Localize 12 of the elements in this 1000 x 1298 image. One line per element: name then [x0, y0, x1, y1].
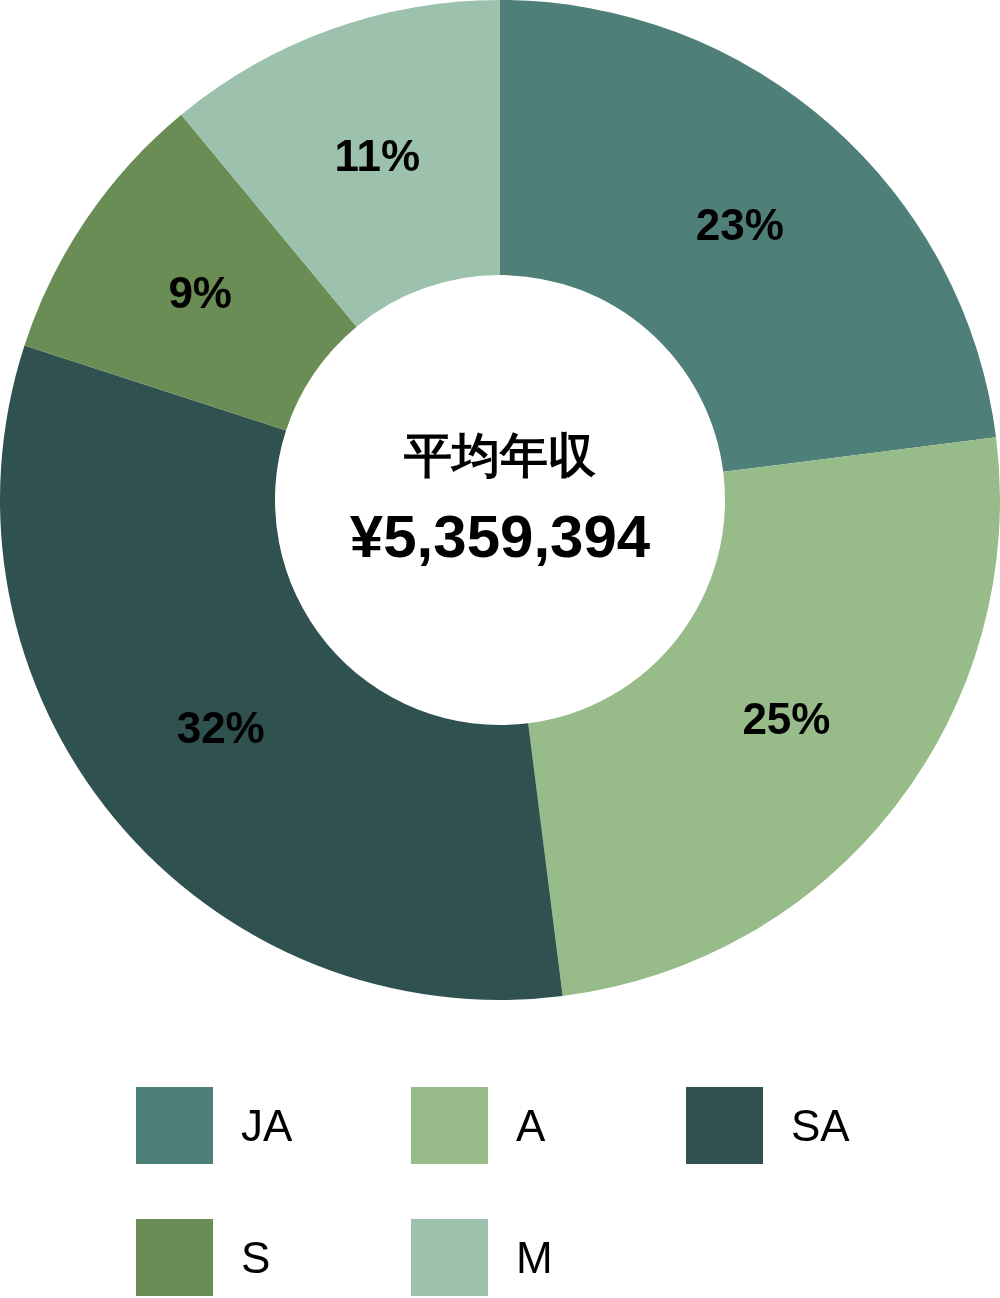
text: ¥5,359,394	[349, 502, 651, 570]
legend-label: M	[516, 1232, 553, 1283]
text: 平均年収	[403, 427, 597, 484]
data-label: 11%	[334, 131, 421, 181]
legend-label: SA	[791, 1100, 850, 1151]
legend-label: A	[516, 1100, 546, 1151]
data-label: 9%	[168, 268, 232, 318]
data-label: 25%	[742, 694, 831, 744]
legend-label: S	[241, 1232, 271, 1283]
data-label: 23%	[695, 200, 784, 250]
data-label: 32%	[176, 703, 265, 753]
legend-label: JA	[241, 1100, 293, 1151]
